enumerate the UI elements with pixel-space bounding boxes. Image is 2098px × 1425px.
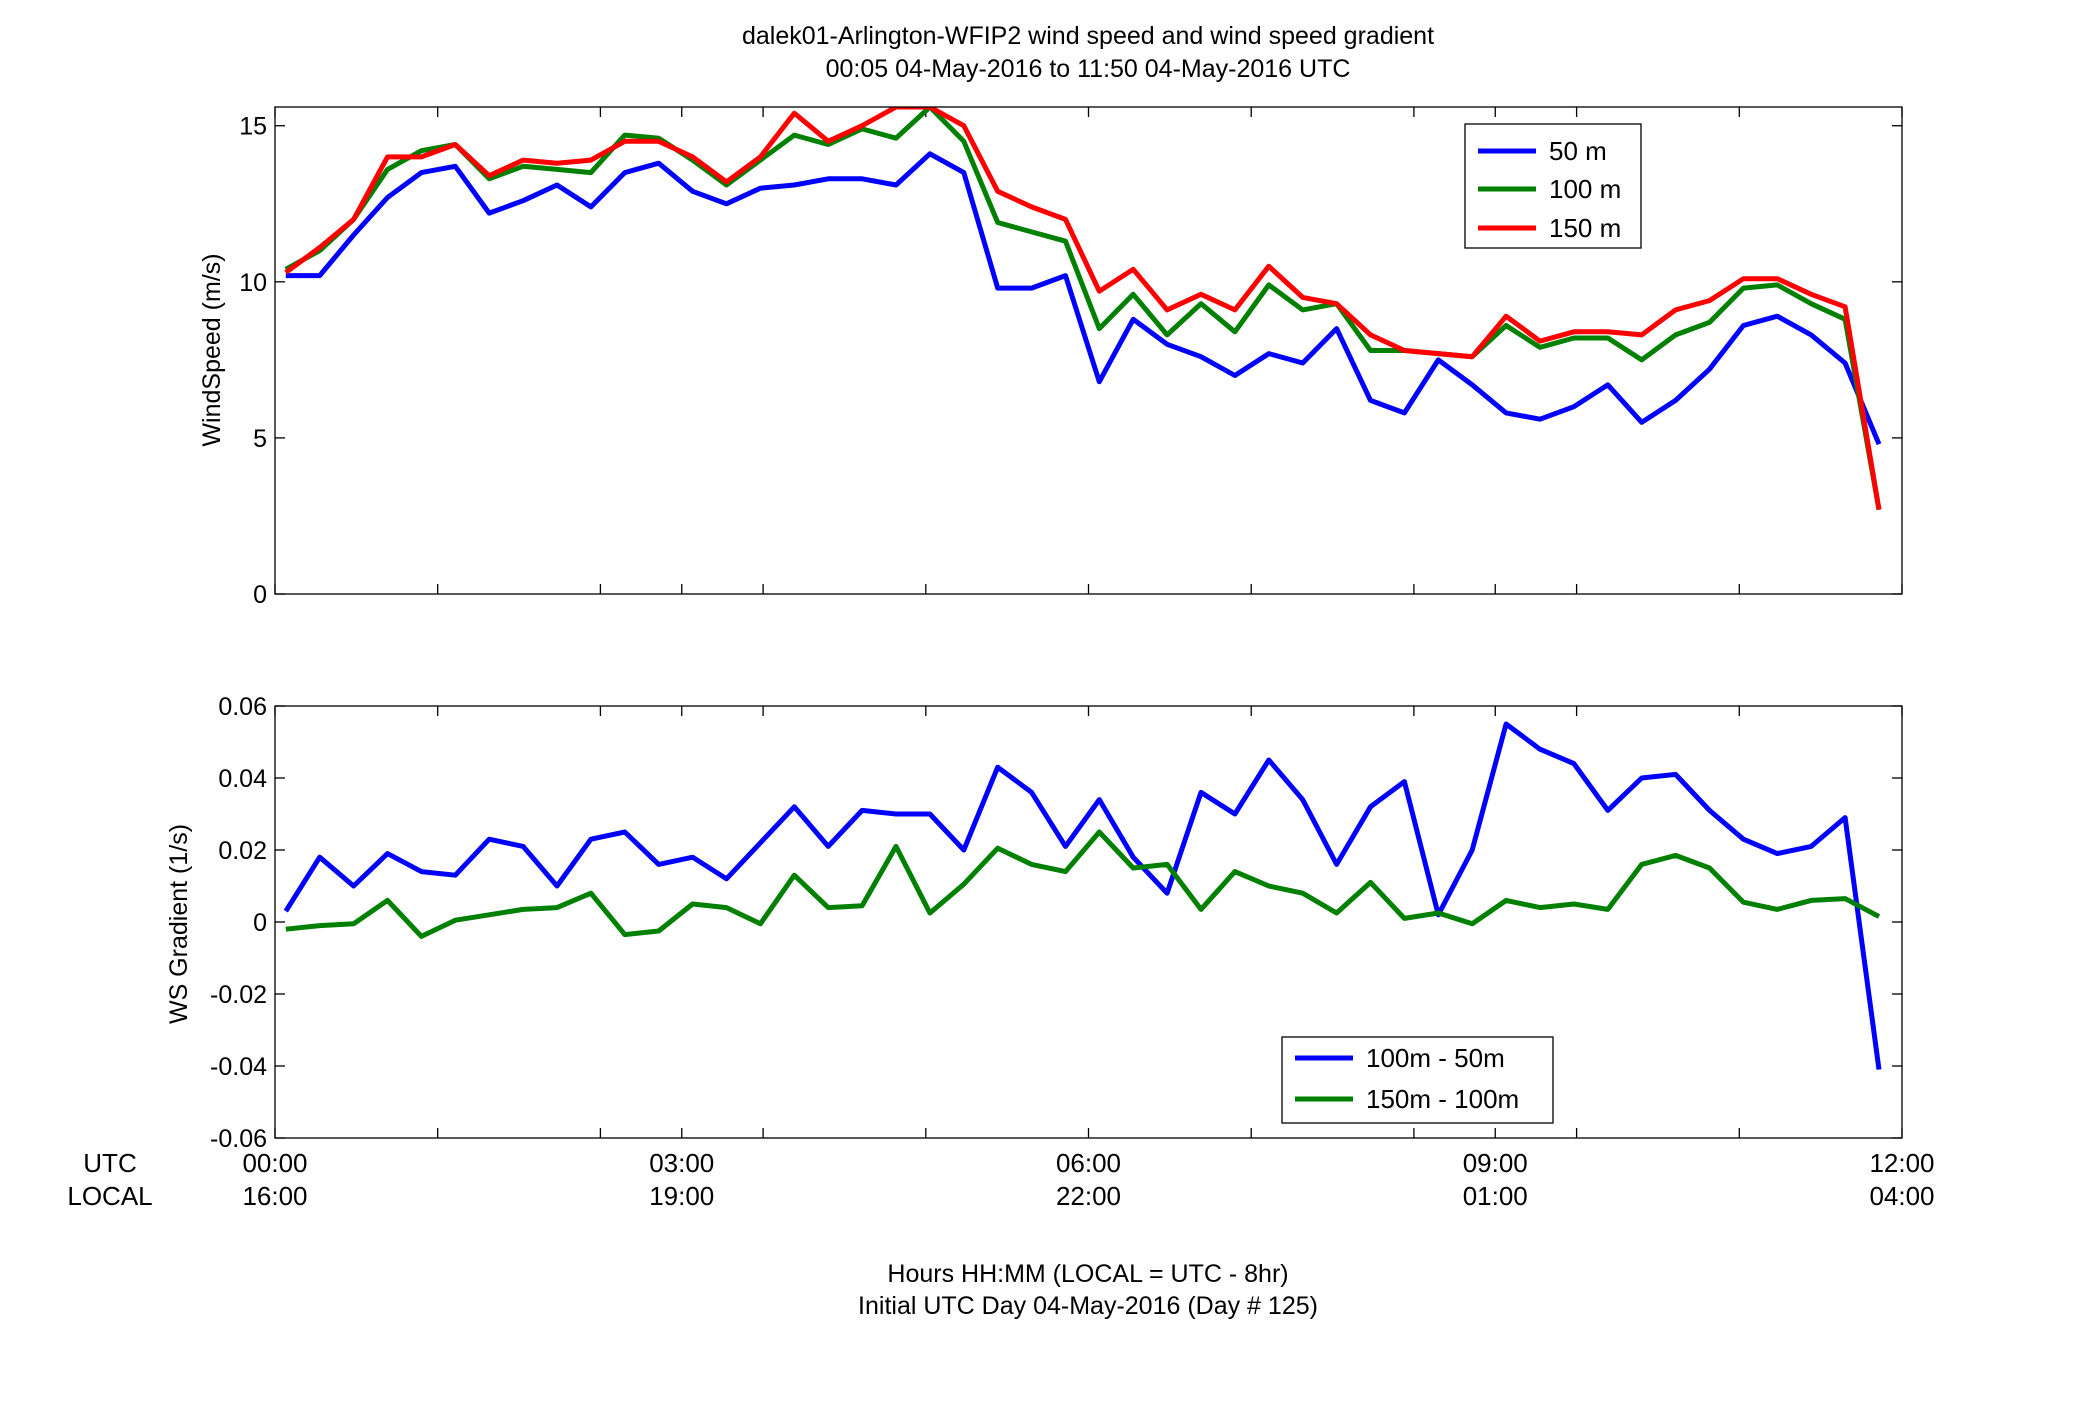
x-tick-label-local: 04:00 <box>1869 1181 1934 1211</box>
windspeed-plot-area: 0 5 10 15 <box>239 107 1903 609</box>
x-tick-label-utc: 12:00 <box>1869 1148 1934 1178</box>
x-tick-label-local: 19:00 <box>649 1181 714 1211</box>
gradient-series-150m-100m <box>285 829 1881 939</box>
legend-label-150m-100m: 150m - 100m <box>1366 1084 1519 1114</box>
legend-label-100m-50m: 100m - 50m <box>1366 1043 1505 1073</box>
windspeed-ytick-label: 10 <box>239 269 267 297</box>
windspeed-ylabel: WindSpeed (m/s) <box>198 253 226 446</box>
x-tick-label-local: 01:00 <box>1463 1181 1528 1211</box>
gradient-series-100m-50m <box>283 721 1882 1070</box>
gradient-legend-box <box>1281 1036 1554 1124</box>
chart-title-line1: dalek01-Arlington-WFIP2 wind speed and w… <box>742 22 1434 50</box>
windspeed-series-100-m <box>284 107 1882 511</box>
legend-label-50m: 50 m <box>1549 136 1607 166</box>
windspeed-ytick-label: 5 <box>253 425 267 453</box>
gradient-ytick-label: -0.02 <box>210 981 267 1009</box>
windspeed-ytick-label: 0 <box>253 581 267 609</box>
gradient-ytick-label: -0.04 <box>210 1053 267 1081</box>
gradient-ytick-label: 0.02 <box>218 837 267 865</box>
windspeed-ytick-label: 15 <box>239 113 267 141</box>
xlabel-line2: Initial UTC Day 04-May-2016 (Day # 125) <box>858 1292 1318 1320</box>
x-tick-label-utc: 03:00 <box>649 1148 714 1178</box>
windspeed-panel: 0 5 10 15 WindSpeed (m/s) 50 m 100 m 150 m <box>198 106 1903 609</box>
x-tick-label-utc: 06:00 <box>1056 1148 1121 1178</box>
gradient-ytick-label: 0.04 <box>218 765 267 793</box>
windspeed-series-150-m <box>284 107 1882 511</box>
gradient-axes-box <box>274 705 1903 1139</box>
gradient-plot-area: -0.06 -0.04 -0.02 0 0.02 0.04 0.06 <box>210 693 1903 1153</box>
x-tick-label-local: 16:00 <box>242 1181 307 1211</box>
gradient-legend: 100m - 50m 150m - 100m <box>1281 1036 1554 1124</box>
local-row-label: LOCAL <box>67 1181 152 1211</box>
gradient-ylabel: WS Gradient (1/s) <box>165 824 193 1024</box>
gradient-ytick-label: 0.06 <box>218 693 267 721</box>
windspeed-axes-box <box>274 106 1903 595</box>
legend-label-150m: 150 m <box>1549 213 1621 243</box>
legend-label-100m: 100 m <box>1549 174 1621 204</box>
x-tick-label-utc: 00:00 <box>242 1148 307 1178</box>
chart-title-line2: 00:05 04-May-2016 to 11:50 04-May-2016 U… <box>826 55 1351 83</box>
x-tick-label-utc: 09:00 <box>1463 1148 1528 1178</box>
xlabel-line1: Hours HH:MM (LOCAL = UTC - 8hr) <box>887 1260 1288 1288</box>
utc-row-label: UTC <box>83 1148 136 1178</box>
x-tick-label-local: 22:00 <box>1056 1181 1121 1211</box>
windspeed-series-50-m <box>285 151 1882 446</box>
windspeed-legend: 50 m 100 m 150 m <box>1464 123 1642 249</box>
gradient-ytick-label: -0.06 <box>210 1125 267 1153</box>
gradient-panel: -0.06 -0.04 -0.02 0 0.02 0.04 0.06 WS Gradient… <box>165 693 1903 1153</box>
gradient-ytick-label: 0 <box>253 909 267 937</box>
